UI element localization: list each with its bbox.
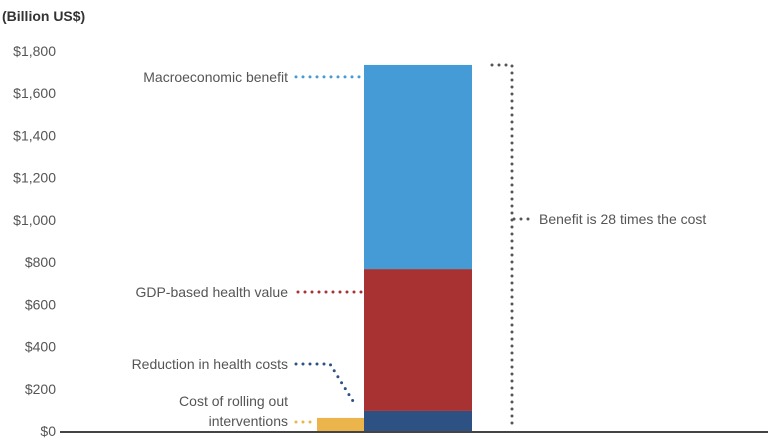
y-tick-label: $800 <box>25 254 56 270</box>
y-tick-label: $1,800 <box>13 43 56 59</box>
y-tick-label: $1,400 <box>13 127 56 143</box>
y-tick-label: $600 <box>25 296 56 312</box>
bar-segment-2 <box>364 64 472 270</box>
label-macroeconomic: Macroeconomic benefit <box>143 69 288 85</box>
label-cost-line2: interventions <box>209 413 288 429</box>
y-tick-label: $1,000 <box>13 212 56 228</box>
label-health-costs: Reduction in health costs <box>132 356 288 372</box>
benefit-bracket <box>490 63 514 430</box>
annotation-benefit-ratio: Benefit is 28 times the cost <box>539 211 706 227</box>
y-tick-label: $400 <box>25 339 56 355</box>
y-axis-label: (Billion US$) <box>2 8 85 24</box>
leader-health-costs <box>294 362 358 408</box>
bar-segment-0 <box>364 410 472 431</box>
y-tick-label: $1,200 <box>13 170 56 186</box>
label-gdp-health: GDP-based health value <box>135 284 288 300</box>
y-tick-label: $1,600 <box>13 85 56 101</box>
bar-segment-1 <box>364 269 472 411</box>
label-cost-line1: Cost of rolling out <box>179 393 288 409</box>
y-tick-label: $0 <box>40 423 56 439</box>
y-tick-label: $200 <box>25 381 56 397</box>
